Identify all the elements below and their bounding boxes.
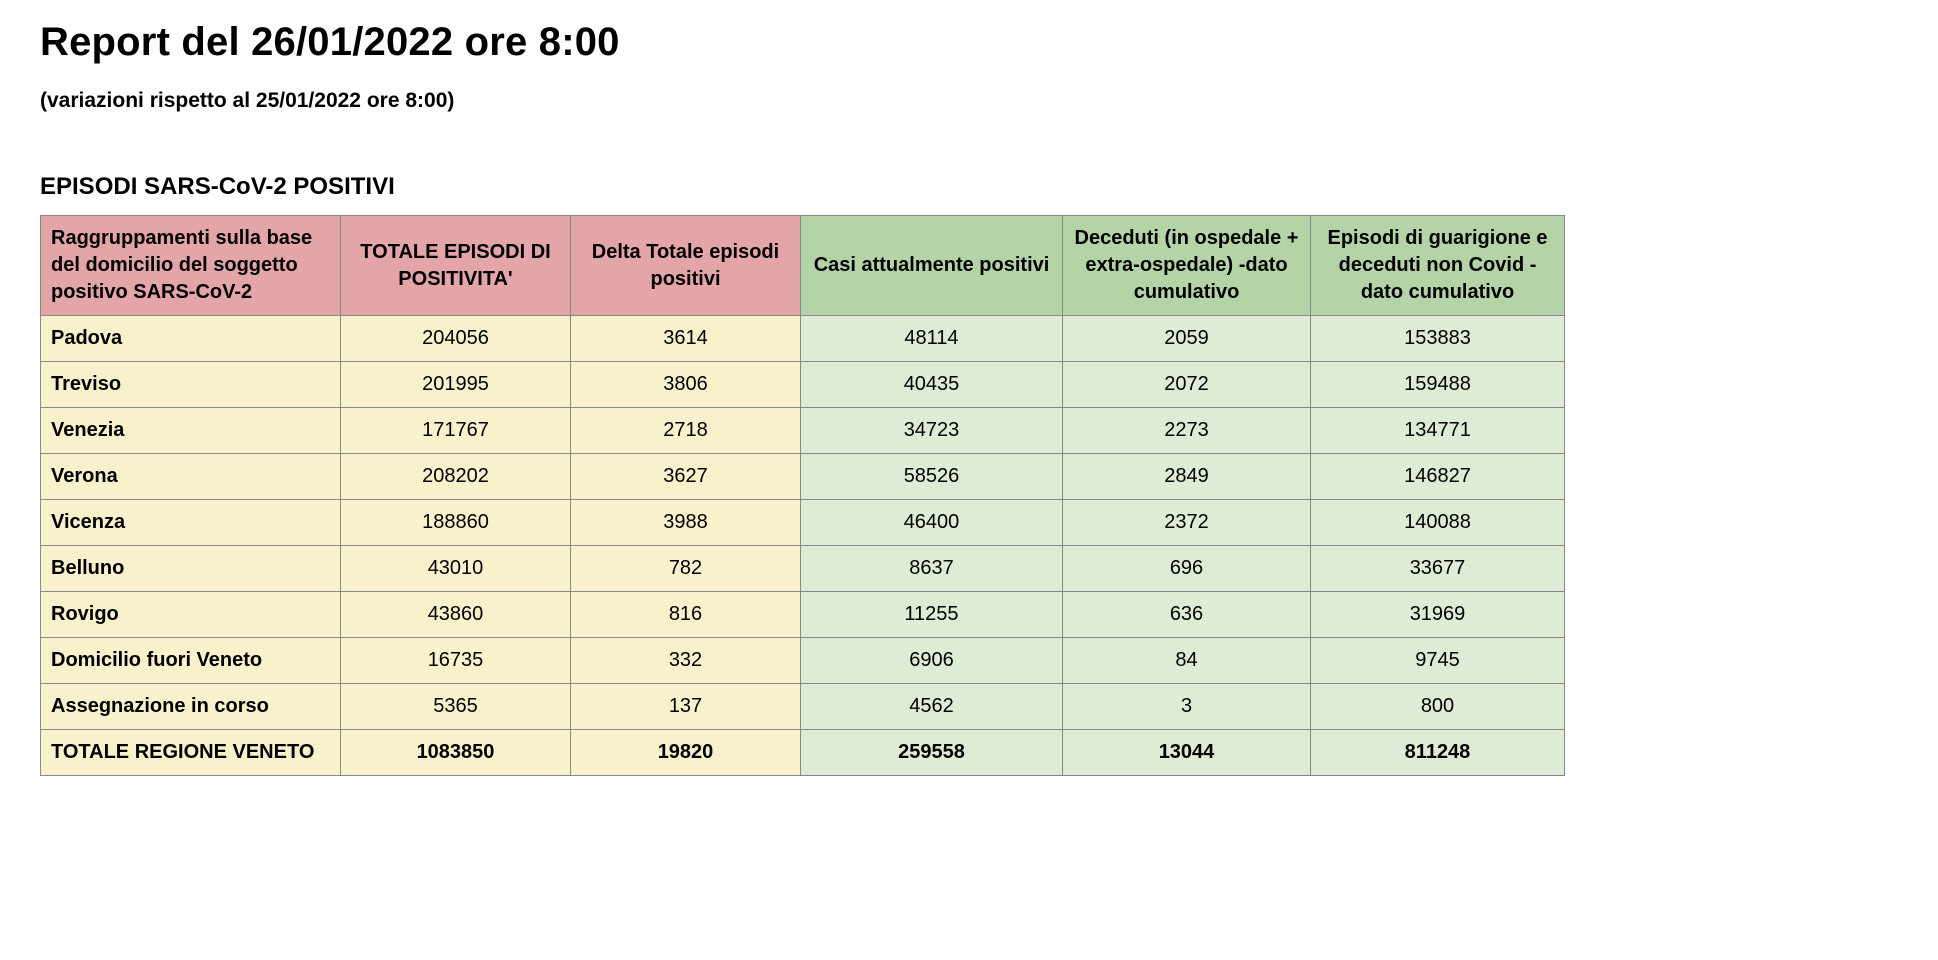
column-header: Casi attualmente positivi xyxy=(801,216,1063,316)
data-cell: 8637 xyxy=(801,546,1063,592)
data-cell: 2273 xyxy=(1063,408,1311,454)
row-label: Padova xyxy=(41,316,341,362)
data-cell: 2072 xyxy=(1063,362,1311,408)
column-header: Raggruppamenti sulla base del domicilio … xyxy=(41,216,341,316)
data-cell: 332 xyxy=(571,638,801,684)
table-row: Domicilio fuori Veneto167353326906849745 xyxy=(41,638,1565,684)
data-cell: 800 xyxy=(1311,684,1565,730)
table-row: Rovigo438608161125563631969 xyxy=(41,592,1565,638)
data-cell: 40435 xyxy=(801,362,1063,408)
data-cell: 201995 xyxy=(341,362,571,408)
column-header: Episodi di guarigione e deceduti non Cov… xyxy=(1311,216,1565,316)
data-cell: 3614 xyxy=(571,316,801,362)
data-cell: 140088 xyxy=(1311,500,1565,546)
table-row: Venezia1717672718347232273134771 xyxy=(41,408,1565,454)
data-cell: 43010 xyxy=(341,546,571,592)
data-cell: 9745 xyxy=(1311,638,1565,684)
table-total-row: TOTALE REGIONE VENETO1083850198202595581… xyxy=(41,730,1565,776)
data-cell: 33677 xyxy=(1311,546,1565,592)
data-cell: 146827 xyxy=(1311,454,1565,500)
report-page: Report del 26/01/2022 ore 8:00 (variazio… xyxy=(0,0,1938,796)
data-cell: 48114 xyxy=(801,316,1063,362)
data-cell: 11255 xyxy=(801,592,1063,638)
data-cell: 31969 xyxy=(1311,592,1565,638)
data-cell: 3806 xyxy=(571,362,801,408)
data-cell: 3627 xyxy=(571,454,801,500)
data-cell: 6906 xyxy=(801,638,1063,684)
data-cell: 43860 xyxy=(341,592,571,638)
data-cell: 16735 xyxy=(341,638,571,684)
data-cell: 153883 xyxy=(1311,316,1565,362)
data-cell: 204056 xyxy=(341,316,571,362)
page-subtitle: (variazioni rispetto al 25/01/2022 ore 8… xyxy=(40,89,1898,113)
column-header: Delta Totale episodi positivi xyxy=(571,216,801,316)
data-cell: 636 xyxy=(1063,592,1311,638)
data-cell: 134771 xyxy=(1311,408,1565,454)
column-header: Deceduti (in ospedale + extra-ospedale) … xyxy=(1063,216,1311,316)
data-cell: 1083850 xyxy=(341,730,571,776)
row-label: Venezia xyxy=(41,408,341,454)
page-title: Report del 26/01/2022 ore 8:00 xyxy=(40,20,1898,65)
table-row: Assegnazione in corso536513745623800 xyxy=(41,684,1565,730)
table-row: Verona2082023627585262849146827 xyxy=(41,454,1565,500)
data-cell: 188860 xyxy=(341,500,571,546)
row-label: Assegnazione in corso xyxy=(41,684,341,730)
table-row: Vicenza1888603988464002372140088 xyxy=(41,500,1565,546)
data-cell: 3988 xyxy=(571,500,801,546)
data-cell: 84 xyxy=(1063,638,1311,684)
data-cell: 2718 xyxy=(571,408,801,454)
row-label: Verona xyxy=(41,454,341,500)
data-cell: 259558 xyxy=(801,730,1063,776)
data-cell: 2849 xyxy=(1063,454,1311,500)
data-cell: 58526 xyxy=(801,454,1063,500)
data-cell: 171767 xyxy=(341,408,571,454)
data-cell: 811248 xyxy=(1311,730,1565,776)
data-cell: 782 xyxy=(571,546,801,592)
data-cell: 159488 xyxy=(1311,362,1565,408)
data-cell: 137 xyxy=(571,684,801,730)
row-label: Belluno xyxy=(41,546,341,592)
data-cell: 34723 xyxy=(801,408,1063,454)
table-row: Padova2040563614481142059153883 xyxy=(41,316,1565,362)
row-label: Vicenza xyxy=(41,500,341,546)
row-label: TOTALE REGIONE VENETO xyxy=(41,730,341,776)
table-body: Padova2040563614481142059153883Treviso20… xyxy=(41,316,1565,776)
column-header: TOTALE EPISODI DI POSITIVITA' xyxy=(341,216,571,316)
row-label: Domicilio fuori Veneto xyxy=(41,638,341,684)
row-label: Rovigo xyxy=(41,592,341,638)
data-cell: 19820 xyxy=(571,730,801,776)
table-row: Treviso2019953806404352072159488 xyxy=(41,362,1565,408)
data-cell: 2059 xyxy=(1063,316,1311,362)
data-cell: 5365 xyxy=(341,684,571,730)
data-cell: 816 xyxy=(571,592,801,638)
section-title: EPISODI SARS-CoV-2 POSITIVI xyxy=(40,173,1898,201)
data-cell: 3 xyxy=(1063,684,1311,730)
data-cell: 46400 xyxy=(801,500,1063,546)
data-cell: 208202 xyxy=(341,454,571,500)
data-cell: 13044 xyxy=(1063,730,1311,776)
data-cell: 696 xyxy=(1063,546,1311,592)
row-label: Treviso xyxy=(41,362,341,408)
episodes-table: Raggruppamenti sulla base del domicilio … xyxy=(40,215,1565,776)
data-cell: 2372 xyxy=(1063,500,1311,546)
table-row: Belluno43010782863769633677 xyxy=(41,546,1565,592)
table-header: Raggruppamenti sulla base del domicilio … xyxy=(41,216,1565,316)
data-cell: 4562 xyxy=(801,684,1063,730)
table-header-row: Raggruppamenti sulla base del domicilio … xyxy=(41,216,1565,316)
